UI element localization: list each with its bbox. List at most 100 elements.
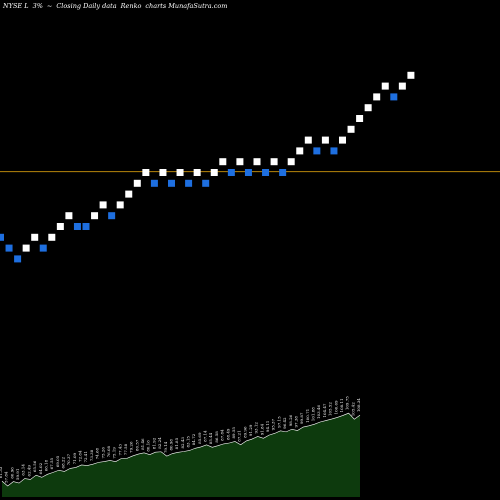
renko-brick-up xyxy=(321,136,329,144)
renko-brick-down xyxy=(39,244,47,252)
renko-brick-up xyxy=(296,147,304,155)
volume-label: 86.58 xyxy=(214,431,219,443)
volume-label: 66.18 xyxy=(43,459,48,471)
volume-label: 80.98 xyxy=(168,439,173,451)
volume-label: 80.16 xyxy=(146,440,151,452)
renko-brick-down xyxy=(82,223,90,230)
volume-label: 65.56 xyxy=(32,460,37,472)
volume-label: 89.96 xyxy=(242,426,247,438)
renko-brick-up xyxy=(65,212,73,220)
volume-label: 72.84 xyxy=(78,450,83,462)
volume-label: 97.15 xyxy=(276,416,281,428)
renko-brick-up xyxy=(116,201,124,209)
volume-label: 89.55 xyxy=(231,427,236,439)
renko-brick-up xyxy=(142,169,150,176)
volume-label: 105.52 xyxy=(328,402,333,416)
volume-label: 74.68 xyxy=(95,447,100,459)
volume-label: 69.05 xyxy=(55,455,60,467)
volume-label: 101.88 xyxy=(311,407,316,421)
volume-label: 71.09 xyxy=(72,453,77,465)
volume-label: 85.69 xyxy=(197,432,202,444)
chart-kind: Renko xyxy=(120,2,142,10)
renko-brick-down xyxy=(227,169,235,176)
renko-brick-down xyxy=(244,169,252,176)
renko-brick-up xyxy=(364,104,372,112)
renko-brick-up xyxy=(270,158,278,166)
volume-label: 57.84 xyxy=(4,471,9,483)
renko-brick-up xyxy=(253,158,261,166)
renko-brick-down xyxy=(5,244,13,252)
renko-brick-down xyxy=(313,147,321,155)
renko-brick-up xyxy=(176,169,184,176)
renko-brick-down xyxy=(168,179,175,187)
volume-label: 82.43 xyxy=(180,437,185,449)
renko-brick-down xyxy=(330,147,338,155)
renko-brick-down xyxy=(73,223,81,230)
volume-label: 84.72 xyxy=(191,433,196,445)
volume-panel: 61.33 57.84 60.96 59.91 63.14 62.49 65.56 64.02… xyxy=(0,396,361,497)
renko-brick-down xyxy=(185,179,193,187)
volume-label: 83.15 xyxy=(186,436,191,448)
volume-label: 67.55 xyxy=(49,457,54,469)
volume-label: 87.14 xyxy=(203,430,208,442)
renko-brick-up xyxy=(56,223,64,230)
volume-label: 82.24 xyxy=(157,437,162,449)
renko-brick-up xyxy=(99,201,107,209)
volume-label: 76.08 xyxy=(106,445,111,457)
volume-label: 88.49 xyxy=(225,428,230,440)
volume-label: 79.26 xyxy=(129,441,134,453)
renko-brick-up xyxy=(373,93,381,101)
volume-label: 85.44 xyxy=(208,432,213,444)
volume-label: 104.47 xyxy=(322,403,327,417)
volume-label: 61.33 xyxy=(0,466,3,478)
renko-brick-down xyxy=(202,179,210,187)
volume-area xyxy=(2,413,360,497)
volume-label: 81.85 xyxy=(174,437,179,449)
volume-label: 106.69 xyxy=(333,400,338,414)
volume-label: 77.58 xyxy=(123,443,128,455)
volume-label: 75.19 xyxy=(112,447,117,459)
volume-line xyxy=(1,412,361,487)
renko-brick-up xyxy=(48,233,56,241)
site-credit: charts MunafaSutra.com xyxy=(145,2,228,10)
volume-label: 79.14 xyxy=(163,441,168,453)
volume-label: 62.49 xyxy=(26,465,31,477)
renko-brick-up xyxy=(287,158,295,166)
volume-label: 80.57 xyxy=(134,439,139,451)
volume-label: 100.71 xyxy=(305,409,310,423)
ticker-symbol: NYSE L xyxy=(3,2,29,10)
volume-label: 87.84 xyxy=(220,429,225,441)
renko-brick-up xyxy=(133,179,141,187)
change-percent: 3% xyxy=(32,2,43,10)
renko-brick-up xyxy=(219,158,227,166)
volume-label: 91.29 xyxy=(248,424,253,436)
renko-brick-down xyxy=(14,255,22,263)
volume-label: 108.11 xyxy=(339,398,344,412)
volume-label: 70.37 xyxy=(66,454,71,466)
volume-label: 81.92 xyxy=(151,437,156,449)
renko-brick-up xyxy=(210,169,218,176)
volume-label: 98.26 xyxy=(288,414,293,426)
volume-label: 109.75 xyxy=(345,396,350,410)
volume-label: 73.38 xyxy=(89,449,94,461)
volume-label: 99.87 xyxy=(299,412,304,424)
renko-brick-up xyxy=(381,82,389,90)
volume-label: 63.14 xyxy=(21,464,26,476)
renko-brick-up xyxy=(159,169,167,176)
volume-label: 81.46 xyxy=(140,438,145,450)
renko-bricks xyxy=(0,71,415,263)
volume-label: 105.42 xyxy=(350,402,355,416)
volume-label: 75.26 xyxy=(100,447,105,459)
renko-brick-down xyxy=(0,233,4,241)
volume-label: 60.96 xyxy=(9,467,14,479)
volume-label: 96.42 xyxy=(282,417,287,429)
renko-brick-up xyxy=(125,190,133,198)
renko-brick-up xyxy=(236,158,244,166)
renko-brick-up xyxy=(91,212,99,220)
renko-brick-up xyxy=(407,71,415,79)
renko-brick-down xyxy=(279,169,287,176)
renko-brick-up xyxy=(398,82,406,90)
renko-brick-down xyxy=(262,169,270,176)
renko-brick-up xyxy=(193,169,201,176)
